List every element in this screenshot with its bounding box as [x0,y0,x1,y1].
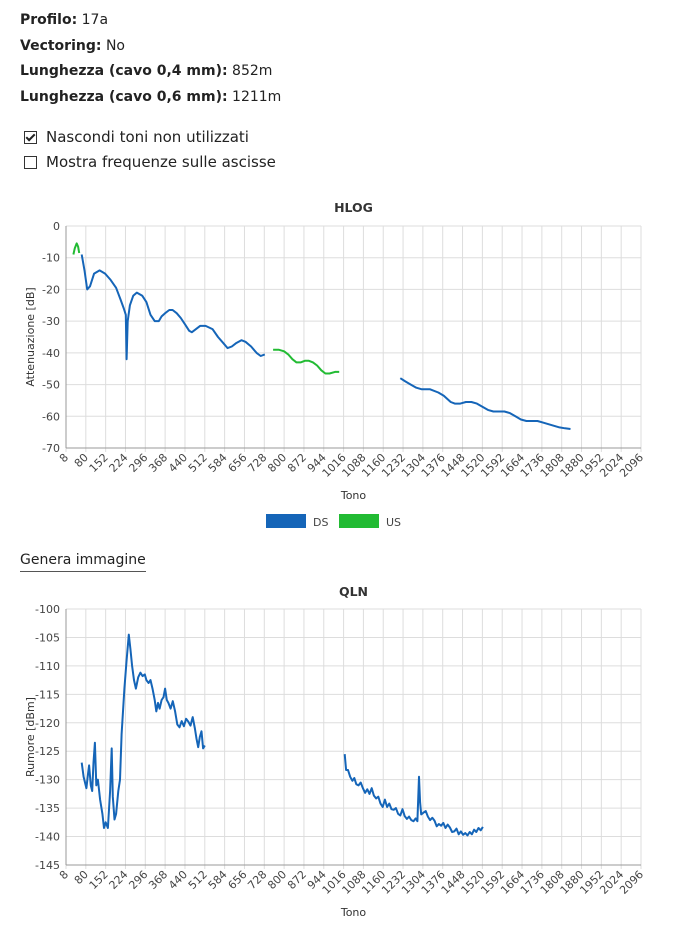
y-tick-label: -40 [42,347,60,360]
show-frequencies-checkbox[interactable] [24,156,37,169]
y-tick-label: -135 [35,802,60,815]
y-tick-label: -20 [42,283,60,296]
x-tick-label: 656 [226,868,250,892]
y-tick-label: -145 [35,859,60,872]
hide-unused-tones-label[interactable]: Nascondi toni non utilizzati [46,128,249,146]
y-tick-label: -10 [42,252,60,265]
length06-value: 1211m [232,88,282,105]
y-tick-label: 0 [53,220,60,233]
hide-unused-tones-checkbox[interactable] [24,131,37,144]
vectoring-value: No [105,37,125,54]
y-tick-label: -30 [42,315,60,328]
x-tick-label: 800 [265,868,289,892]
x-tick-label: 872 [285,451,309,475]
profile-value: 17a [81,12,109,28]
display-options: Nascondi toni non utilizzati Mostra freq… [24,125,276,175]
y-tick-label: -100 [35,603,60,616]
chart-title: HLOG [334,200,373,215]
y-tick-label: -125 [35,745,60,758]
qln-chart: QLN -100 -105 -110 -115 -120 -125 -130 -135 -140 -… [24,584,646,919]
x-tick-label: 152 [87,868,111,892]
show-frequencies-label[interactable]: Mostra frequenze sulle ascisse [46,153,276,171]
x-tick-label: 2096 [617,451,646,480]
x-tick-label: 872 [285,868,309,892]
hide-unused-tones-option[interactable]: Nascondi toni non utilizzati [24,125,276,150]
y-tick-label: -60 [42,410,60,423]
profile-row: Profilo: 17a [20,12,109,28]
vectoring-row: Vectoring: No [20,37,125,54]
x-tick-label: 8 [57,451,71,465]
ds-series-line [399,377,571,430]
length04-value: 852m [232,63,273,79]
profile-label: Profilo [20,12,72,28]
x-tick-label: 224 [107,451,131,475]
x-tick-label: 656 [226,451,250,475]
show-frequencies-option[interactable]: Mostra frequenze sulle ascisse [24,150,276,175]
y-tick-label: -120 [35,717,60,730]
x-tick-label: 800 [265,451,289,475]
y-tick-label: -70 [42,442,60,455]
generate-image-button[interactable]: Genera immagine [20,552,146,572]
series-0-series-line [343,754,484,837]
x-tick-label: 584 [206,868,230,892]
line-info: Profilo: 17a Vectoring: No Lunghezza (ca… [20,8,281,110]
y-axis-title: Rumore [dBm] [24,697,37,777]
x-tick-label: 8 [57,868,71,882]
y-tick-label: -105 [35,631,60,644]
x-tick-label: 152 [87,451,111,475]
ds-series-line [80,254,266,361]
y-tick-label: -130 [35,774,60,787]
length04-label: Lunghezza (cavo 0,4 mm) [20,63,222,79]
x-tick-label: 296 [126,451,150,475]
series-0-series-line [80,633,206,829]
us-series-line [72,242,81,255]
x-tick-label: 224 [107,868,131,892]
x-axis-title: Tono [340,489,367,502]
x-tick-label: 368 [146,451,170,475]
y-tick-label: -110 [35,660,60,673]
x-tick-label: 2096 [617,868,646,897]
y-tick-label: -115 [35,688,60,701]
us-legend-swatch [339,514,379,528]
x-tick-label: 440 [166,868,190,892]
length06-row: Lunghezza (cavo 0,6 mm): 1211m [20,88,282,105]
x-tick-label: 440 [166,451,190,475]
vectoring-label: Vectoring [20,37,96,54]
y-axis-title: Attenuazione [dB] [24,287,37,386]
ds-legend-swatch [266,514,306,528]
ds-legend-label: DS [313,516,328,529]
x-tick-label: 512 [186,868,210,892]
x-tick-label: 584 [206,451,230,475]
x-tick-label: 296 [126,868,150,892]
x-axis-title: Tono [340,906,367,919]
length04-row: Lunghezza (cavo 0,4 mm): 852m [20,63,273,79]
y-tick-label: -140 [35,831,60,844]
x-tick-label: 368 [146,868,170,892]
y-tick-label: -50 [42,379,60,392]
x-tick-label: 728 [245,451,269,475]
x-tick-label: 728 [245,868,269,892]
length06-label: Lunghezza (cavo 0,6 mm) [20,88,222,105]
chart-title: QLN [339,584,368,599]
us-series-line [273,348,340,375]
us-legend-label: US [386,516,401,529]
x-tick-label: 512 [186,451,210,475]
